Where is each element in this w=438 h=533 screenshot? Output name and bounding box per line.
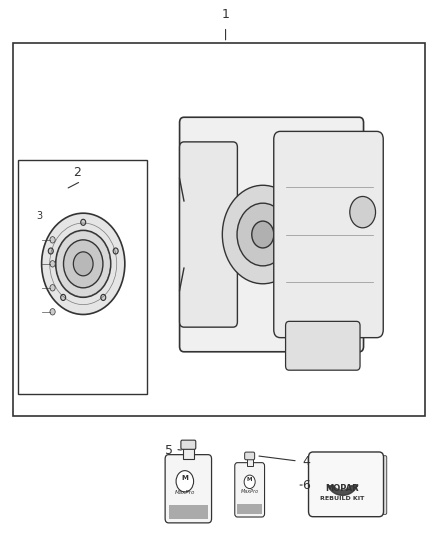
Circle shape [237, 203, 289, 266]
Bar [183, 448, 194, 459]
Text: M: M [247, 478, 252, 482]
FancyBboxPatch shape [180, 142, 237, 327]
Text: MaxPro: MaxPro [175, 490, 195, 495]
Circle shape [101, 294, 106, 301]
Text: M: M [181, 474, 188, 481]
Circle shape [50, 309, 55, 315]
Circle shape [176, 471, 194, 492]
Bar [169, 505, 208, 519]
Text: 4: 4 [302, 455, 310, 467]
FancyBboxPatch shape [286, 321, 360, 370]
Text: 3: 3 [36, 211, 42, 221]
Circle shape [252, 221, 274, 248]
Polygon shape [333, 474, 351, 489]
Bar [237, 504, 262, 514]
Text: MOPAR: MOPAR [325, 484, 359, 493]
Text: 6: 6 [302, 479, 310, 491]
Circle shape [73, 252, 93, 276]
Text: 5: 5 [165, 444, 173, 457]
Circle shape [50, 261, 55, 267]
Circle shape [223, 185, 303, 284]
FancyBboxPatch shape [13, 43, 425, 416]
FancyBboxPatch shape [180, 117, 364, 352]
FancyBboxPatch shape [378, 456, 387, 514]
FancyBboxPatch shape [274, 131, 383, 338]
Circle shape [113, 248, 118, 254]
Circle shape [244, 475, 255, 489]
FancyBboxPatch shape [235, 463, 265, 517]
Circle shape [81, 219, 86, 225]
Text: 1: 1 [222, 9, 230, 21]
Text: REBUILD KIT: REBUILD KIT [320, 496, 364, 502]
Circle shape [42, 213, 125, 314]
Bar [247, 458, 253, 466]
Circle shape [61, 294, 66, 301]
FancyBboxPatch shape [311, 509, 381, 516]
FancyBboxPatch shape [245, 452, 254, 460]
Circle shape [48, 248, 53, 254]
Circle shape [50, 285, 55, 291]
FancyBboxPatch shape [165, 455, 212, 523]
FancyBboxPatch shape [18, 160, 147, 394]
FancyBboxPatch shape [181, 440, 196, 449]
Circle shape [64, 240, 103, 288]
Circle shape [56, 230, 111, 297]
Circle shape [350, 197, 375, 228]
FancyBboxPatch shape [308, 452, 384, 516]
Text: MaxPro: MaxPro [240, 489, 259, 494]
Circle shape [50, 237, 55, 243]
Text: 2: 2 [73, 166, 81, 179]
